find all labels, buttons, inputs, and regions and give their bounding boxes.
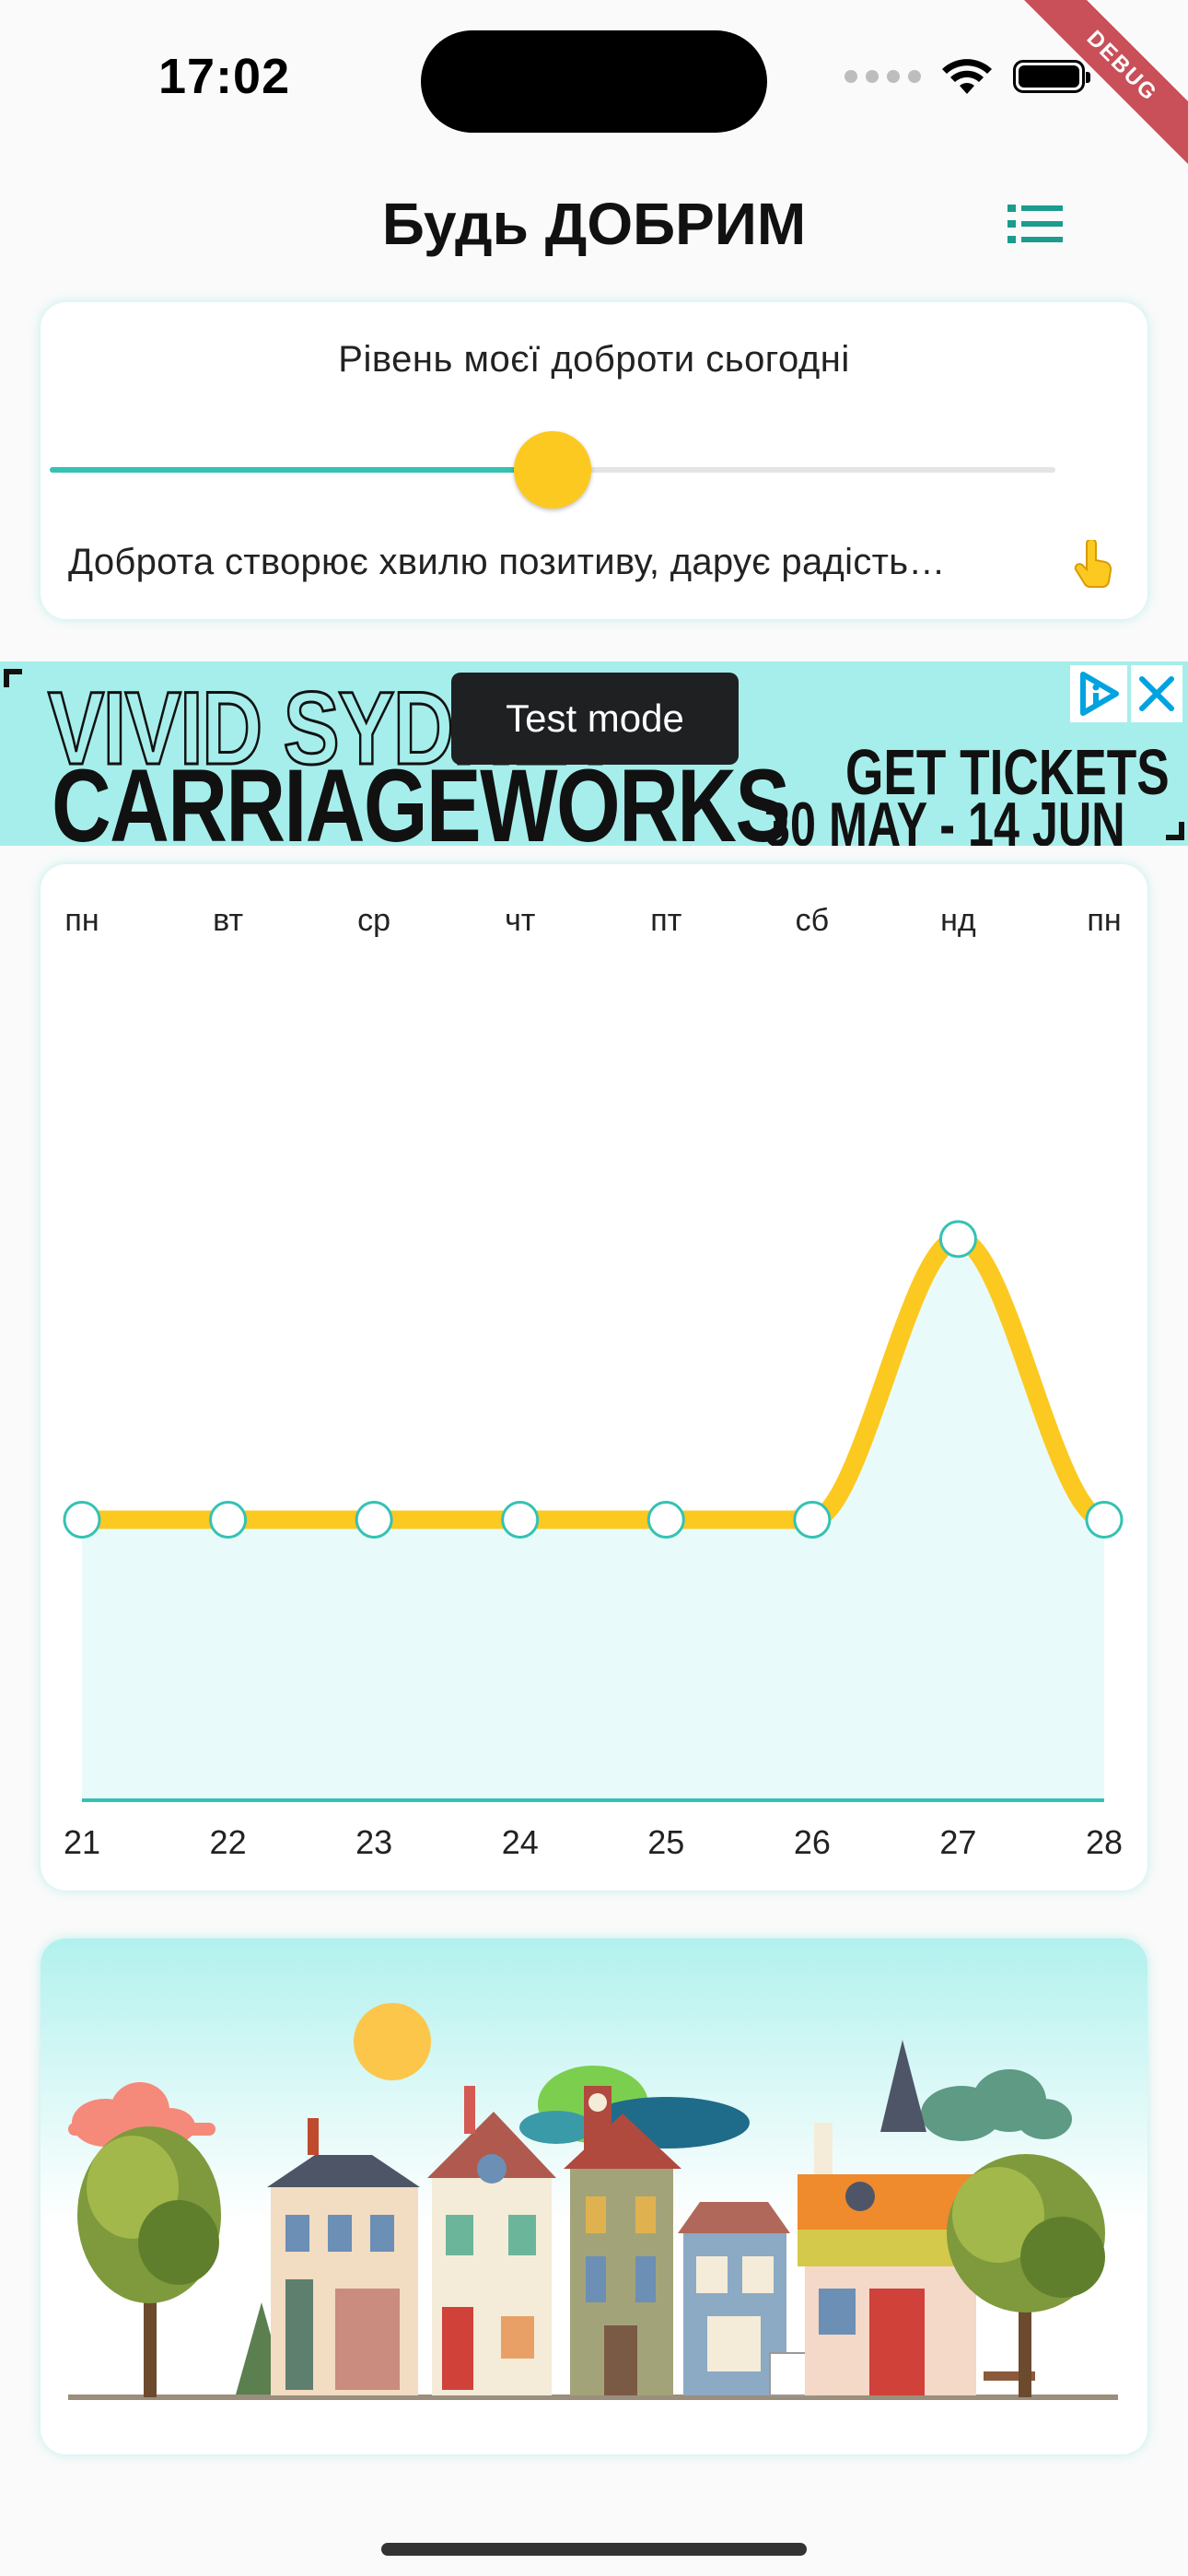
chart-point [355,1500,393,1539]
sun-icon [354,2003,431,2080]
bench-icon [984,2371,1035,2381]
chart-x-tick-label: 23 [355,1823,392,1861]
chart-area [82,1238,1104,1800]
house-icon [798,2040,980,2395]
ad-tickets-text: GET TICKETS [845,736,1170,808]
chart-x-tick-label: 22 [210,1823,247,1861]
chart-x-tick-label: 27 [939,1823,976,1861]
chart-x-tick-label: 25 [647,1823,684,1861]
chart-weekday-label: вт [213,903,243,938]
test-mode-label: Test mode [451,673,739,765]
cloud-icon [921,2069,1072,2141]
chart-point [938,1220,977,1259]
chart-weekday-label: ср [357,903,390,938]
chart-point [793,1500,832,1539]
house-icon [564,2086,681,2395]
kindness-chart-card: пн вт ср чт пт сб нд пн 21 22 23 24 25 26 27 28 [41,864,1147,1891]
slider-thumb[interactable] [514,431,591,509]
chart-weekday-label: нд [940,903,976,938]
chart-point [501,1500,540,1539]
ad-banner[interactable]: VIVID SYDNEY CARRIAGEWORKS GET TICKETS 3… [0,662,1188,846]
dynamic-island [421,30,767,133]
signal-dots-icon [844,70,921,83]
chart-weekday-label: пн [64,903,99,938]
tree-icon [947,2154,1105,2397]
chart-weekday-label: пн [1087,903,1121,938]
ad-corner-mark [4,669,22,687]
chart-weekday-label: пт [650,903,681,938]
chart-point [1085,1500,1124,1539]
chart-weekday-label: чт [505,903,535,938]
wifi-icon [942,59,992,94]
list-icon[interactable] [1007,201,1065,247]
kindness-title: Рівень моєї доброти сьогодні [338,339,850,380]
chart-point [63,1500,101,1539]
house-icon [427,2086,556,2395]
chart-x-tick-label: 26 [794,1823,831,1861]
chart-x-tick-label: 28 [1086,1823,1123,1861]
slider-active-track [50,467,553,473]
kindness-slider[interactable] [50,431,1055,509]
chart-weekday-label: сб [796,903,829,938]
ad-corner-mark [1166,822,1184,840]
ad-dates-text: 30 MAY - 14 JUN [764,790,1125,846]
status-time: 17:02 [158,49,291,104]
pointing-hand-icon[interactable] [1072,540,1116,588]
chart-x-tick-label: 21 [64,1823,100,1861]
close-icon[interactable] [1131,665,1182,722]
adchoices-icon[interactable] [1070,665,1127,722]
kindness-card: Рівень моєї доброти сьогодні [41,302,1147,619]
battery-icon [1013,60,1090,93]
home-indicator[interactable] [381,2543,807,2556]
town-illustration [68,2003,1118,2400]
chart-point [646,1500,685,1539]
tree-icon [77,2126,221,2397]
house-icon [267,2118,420,2395]
kindness-line-chart: пн вт ср чт пт сб нд пн 21 22 23 24 25 26 27 28 [63,903,1124,1861]
house-icon [678,2202,817,2396]
status-icons [844,57,1090,96]
chart-point [209,1500,248,1539]
town-illustration-card [41,1938,1147,2454]
page-title: Будь ДОБРИМ [381,191,807,257]
chart-x-tick-label: 24 [502,1823,539,1861]
kindness-description[interactable]: Доброта створює хвилю позитиву, дарує ра… [68,542,946,582]
